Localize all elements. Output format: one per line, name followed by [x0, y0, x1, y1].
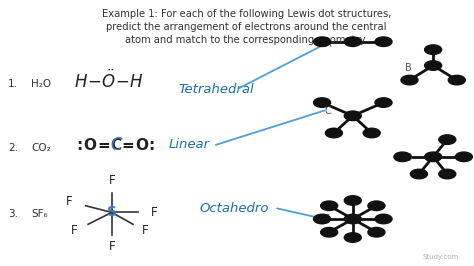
Text: SF₆: SF₆: [31, 209, 48, 219]
Text: B: B: [405, 63, 411, 73]
Text: $C$: $C$: [109, 136, 123, 154]
Circle shape: [394, 152, 411, 161]
Text: Octahedro: Octahedro: [199, 202, 269, 215]
Text: E: E: [324, 214, 330, 224]
Text: F: F: [109, 240, 115, 253]
Circle shape: [344, 196, 361, 205]
Circle shape: [320, 227, 337, 237]
Circle shape: [425, 152, 442, 161]
Text: Tetrahedral: Tetrahedral: [178, 83, 254, 96]
Circle shape: [448, 75, 465, 85]
Circle shape: [410, 169, 428, 179]
Circle shape: [344, 233, 361, 242]
Circle shape: [368, 201, 385, 210]
Text: $H\!-\!\ddot{O}\!-\!H$: $H\!-\!\ddot{O}\!-\!H$: [74, 70, 144, 93]
Circle shape: [425, 61, 442, 70]
Circle shape: [439, 169, 456, 179]
Text: F: F: [71, 225, 77, 238]
Circle shape: [320, 201, 337, 210]
Circle shape: [363, 128, 380, 138]
Circle shape: [325, 128, 342, 138]
Text: F: F: [109, 174, 115, 187]
Circle shape: [439, 135, 456, 144]
Circle shape: [375, 37, 392, 47]
Circle shape: [456, 152, 473, 161]
Text: H₂O: H₂O: [31, 79, 52, 89]
Text: D: D: [405, 153, 412, 163]
Text: Linear: Linear: [168, 138, 210, 151]
Text: 1.: 1.: [8, 79, 18, 89]
Circle shape: [375, 98, 392, 107]
Circle shape: [375, 214, 392, 224]
Text: C: C: [324, 106, 331, 115]
Text: 3.: 3.: [8, 209, 18, 219]
Text: S: S: [107, 205, 117, 219]
Circle shape: [401, 75, 418, 85]
Text: $\mathbf{:\!O\!=\!C\!=\!O\!:}$: $\mathbf{:\!O\!=\!C\!=\!O\!:}$: [74, 137, 155, 153]
Text: Example 1: For each of the following Lewis dot structures,
predict the arrangeme: Example 1: For each of the following Lew…: [102, 9, 391, 45]
Text: Study.com: Study.com: [423, 254, 459, 260]
Text: CO₂: CO₂: [31, 143, 51, 153]
Text: F: F: [142, 225, 148, 238]
Circle shape: [344, 37, 361, 47]
Circle shape: [314, 214, 330, 224]
Text: F: F: [66, 195, 73, 208]
Text: A: A: [324, 39, 331, 49]
Circle shape: [314, 98, 330, 107]
Text: 2.: 2.: [8, 143, 18, 153]
Circle shape: [344, 111, 361, 120]
Circle shape: [344, 214, 361, 224]
Circle shape: [425, 45, 442, 55]
Circle shape: [368, 227, 385, 237]
Text: F: F: [151, 206, 158, 219]
Circle shape: [314, 37, 330, 47]
